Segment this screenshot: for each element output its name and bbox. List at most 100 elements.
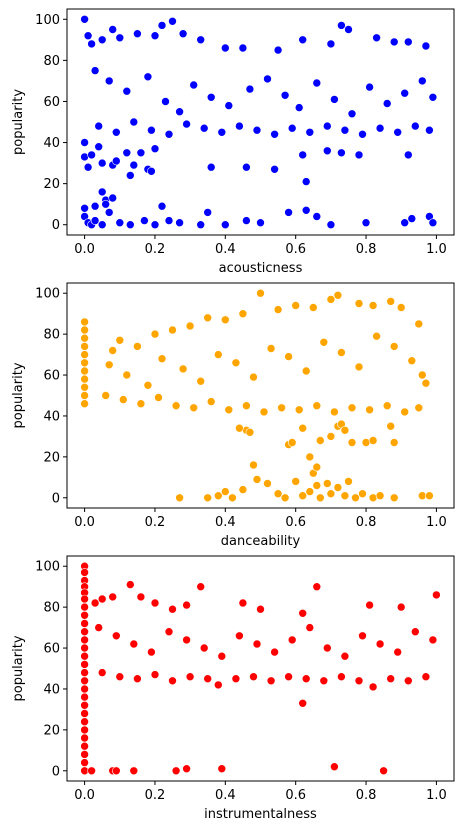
x-axis-label: instrumentalness	[204, 807, 317, 822]
y-tick-label: 0	[52, 764, 60, 779]
y-tick-label: 100	[35, 560, 60, 575]
data-point	[417, 491, 427, 501]
data-point	[351, 493, 360, 503]
data-point	[133, 674, 142, 684]
data-point	[365, 600, 374, 610]
data-point	[305, 623, 315, 632]
data-point	[393, 128, 403, 137]
y-tick-label: 0	[52, 218, 60, 233]
data-point	[129, 639, 139, 649]
data-point	[136, 148, 146, 158]
data-point	[150, 31, 160, 41]
y-tick-label: 60	[43, 642, 60, 657]
data-point	[312, 481, 322, 490]
data-point	[252, 125, 262, 135]
data-point	[122, 86, 132, 96]
data-point	[252, 475, 262, 484]
data-point	[217, 764, 227, 774]
data-point	[87, 39, 96, 49]
data-point	[305, 452, 315, 462]
data-point	[196, 35, 205, 45]
data-point	[108, 346, 117, 355]
x-tick-label: 0.2	[145, 788, 166, 803]
x-axis: 0.0 0.2 0.4 0.6 0.8 1.0	[74, 508, 447, 530]
data-point	[157, 354, 167, 364]
data-point	[182, 635, 191, 645]
data-point	[256, 604, 265, 614]
data-point	[80, 594, 89, 604]
data-point	[115, 335, 125, 345]
data-point	[80, 700, 89, 710]
data-point	[326, 39, 336, 49]
data-point	[417, 370, 427, 380]
data-point	[133, 29, 142, 39]
data-point	[104, 208, 114, 217]
chart-danceability: 0.0 0.2 0.4 0.6 0.8 1.0 0 20 40 60 80 100 danceabi…	[11, 282, 455, 549]
y-tick-label: 100	[35, 287, 60, 302]
data-point	[80, 750, 89, 759]
data-point	[340, 425, 350, 435]
data-point	[94, 121, 103, 131]
x-tick-label: 0.8	[356, 788, 377, 803]
data-point	[425, 125, 434, 135]
y-axis: 0 20 40 60 80 100	[35, 287, 67, 506]
data-point	[196, 582, 205, 592]
data-point	[136, 399, 146, 409]
y-tick-label: 40	[43, 409, 60, 424]
data-point	[389, 438, 399, 447]
data-point	[322, 479, 332, 488]
data-point	[206, 397, 216, 406]
y-axis-label: popularity	[11, 362, 26, 428]
data-point	[361, 218, 371, 227]
data-point	[154, 393, 163, 402]
data-point	[428, 218, 438, 227]
data-point	[80, 619, 89, 628]
data-point	[298, 608, 308, 618]
data-point	[80, 660, 89, 669]
data-point	[83, 162, 93, 172]
data-point	[90, 598, 100, 608]
y-tick-label: 100	[35, 13, 60, 28]
chart-acousticness: 0.0 0.2 0.4 0.6 0.8 1.0 0 20 40 60 80 100 acoustic…	[11, 8, 455, 276]
data-point	[382, 99, 392, 108]
x-axis-label: danceability	[221, 534, 301, 549]
data-point	[242, 162, 251, 172]
data-point	[115, 672, 125, 682]
data-point	[280, 493, 290, 503]
data-point	[333, 290, 343, 300]
data-point	[382, 401, 392, 411]
x-tick-label: 0.4	[215, 515, 236, 530]
data-point	[330, 407, 339, 417]
data-point	[221, 487, 230, 496]
data-point	[273, 489, 283, 499]
data-point	[101, 199, 110, 209]
data-point	[175, 218, 184, 227]
data-point	[214, 491, 223, 501]
data-point	[90, 201, 100, 211]
scatter-points	[80, 288, 434, 503]
data-point	[337, 21, 346, 30]
data-point	[242, 216, 251, 225]
data-point	[80, 651, 89, 661]
data-point	[80, 325, 89, 335]
data-point	[80, 684, 89, 694]
data-point	[147, 167, 156, 176]
data-point	[80, 374, 89, 384]
data-point	[221, 43, 230, 53]
data-point	[90, 216, 100, 225]
x-tick-label: 0.0	[74, 242, 95, 257]
data-point	[375, 639, 385, 649]
data-point	[238, 43, 248, 53]
data-point	[126, 220, 135, 229]
data-point	[168, 16, 177, 26]
data-point	[421, 672, 431, 682]
data-point	[284, 208, 293, 217]
data-point	[305, 128, 315, 137]
data-point	[347, 438, 357, 447]
data-point	[344, 25, 353, 34]
data-point	[80, 317, 89, 327]
data-point	[157, 21, 167, 30]
data-point	[368, 436, 378, 445]
data-point	[372, 33, 381, 43]
data-point	[157, 201, 167, 211]
